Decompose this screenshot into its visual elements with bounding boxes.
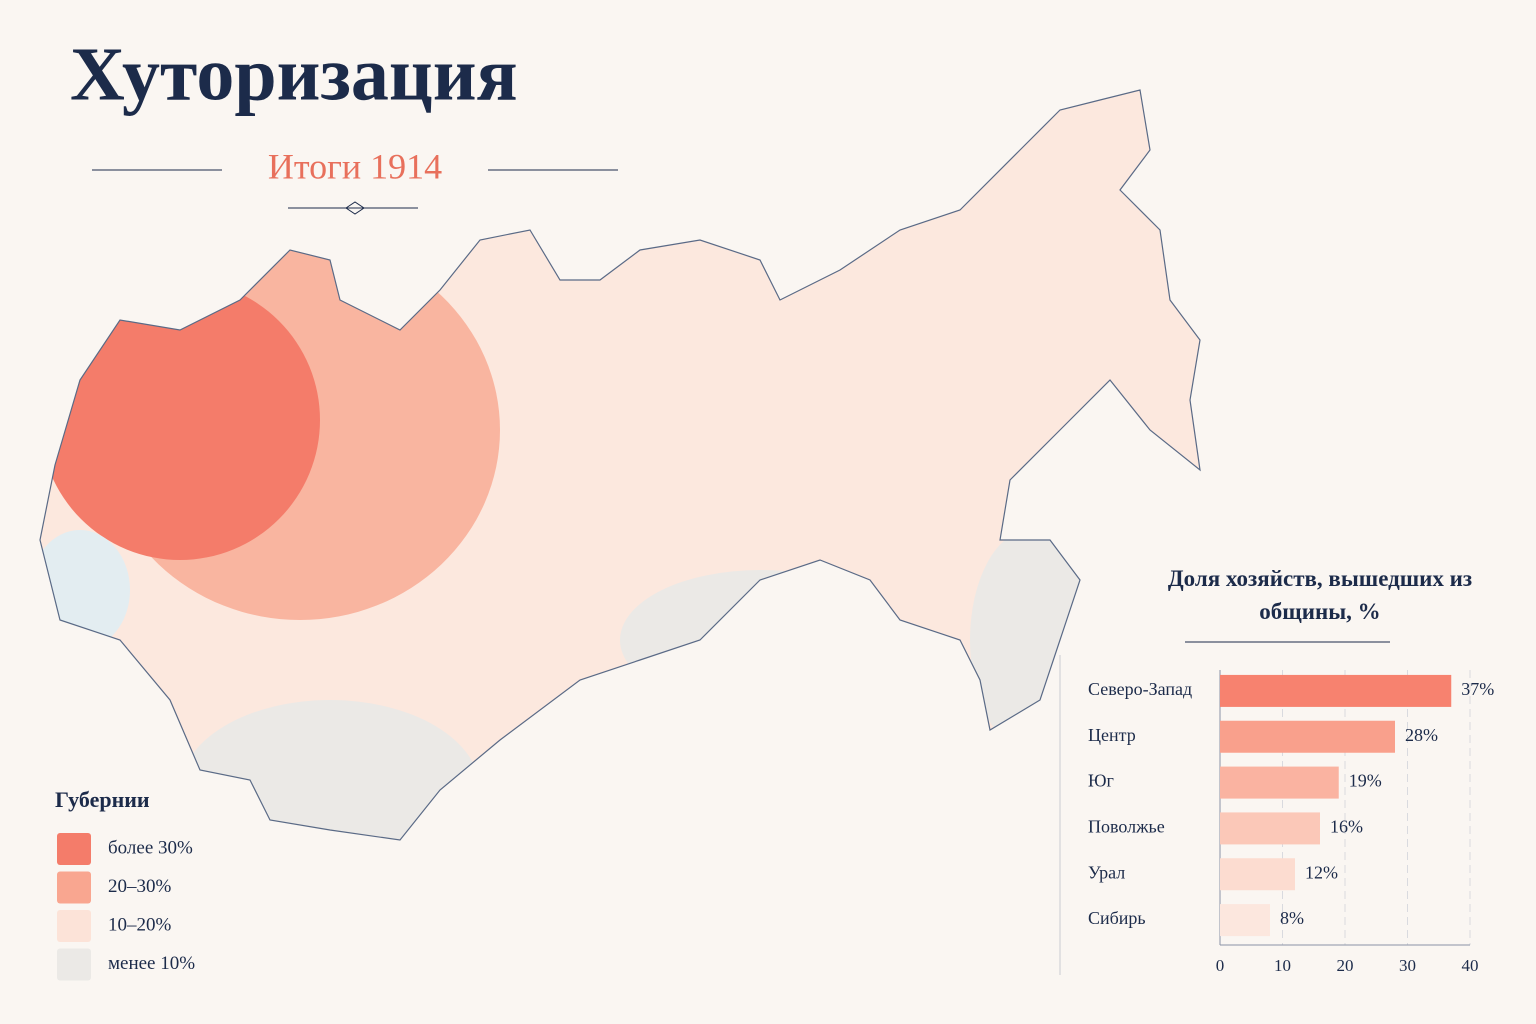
region [180, 700, 480, 840]
map-outline [39, 89, 1201, 841]
x-tick-label: 40 [1462, 956, 1479, 975]
x-tick-label: 20 [1337, 956, 1354, 975]
legend-label: менее 10% [108, 953, 195, 974]
y-tick-label: Северо-Запад [1088, 679, 1192, 699]
bar [1220, 720, 1395, 753]
legend-swatch [57, 833, 91, 865]
legend-title: Губернии [55, 787, 150, 812]
value-label: 12% [1305, 862, 1338, 882]
x-tick-label: 10 [1274, 956, 1291, 975]
y-tick-label: Поволжье [1088, 817, 1165, 837]
bar [1220, 766, 1339, 799]
legend-swatch [57, 948, 91, 981]
x-tick-label: 30 [1399, 956, 1416, 975]
y-tick-label: Центр [1088, 725, 1136, 745]
region [40, 530, 130, 650]
bar [1220, 904, 1270, 937]
value-label: 16% [1330, 817, 1363, 837]
legend-swatch [57, 871, 91, 904]
y-tick-label: Юг [1088, 771, 1114, 791]
value-label: 37% [1461, 679, 1494, 699]
map [40, 90, 1200, 840]
legend-label: 10–20% [108, 914, 172, 935]
chart-title: Доля хозяйств, вышедших из общины, % [1167, 566, 1473, 624]
region [40, 280, 320, 560]
bar [1220, 812, 1320, 845]
value-label: 19% [1349, 771, 1382, 791]
y-tick-label: Сибирь [1088, 908, 1146, 928]
ornament [345, 201, 365, 215]
subtitle: Итоги 1914 [268, 146, 442, 186]
legend-swatch [57, 910, 91, 942]
legend: более 30% 20–30% 10–20% менее 10% [57, 833, 195, 981]
x-tick-label: 0 [1216, 956, 1225, 975]
value-label: 8% [1280, 908, 1304, 928]
bar-chart: 0 10 20 30 40 Северо-Запад 37% Центр 28% Юг 19% Пов… [1088, 670, 1494, 975]
legend-label: 20–30% [108, 876, 172, 897]
title: Хуторизация [70, 32, 518, 116]
legend-label: более 30% [108, 837, 193, 858]
y-tick-label: Урал [1088, 862, 1125, 882]
bar [1220, 858, 1295, 891]
region [620, 570, 900, 710]
value-label: 28% [1405, 725, 1438, 745]
bar [1220, 674, 1452, 707]
